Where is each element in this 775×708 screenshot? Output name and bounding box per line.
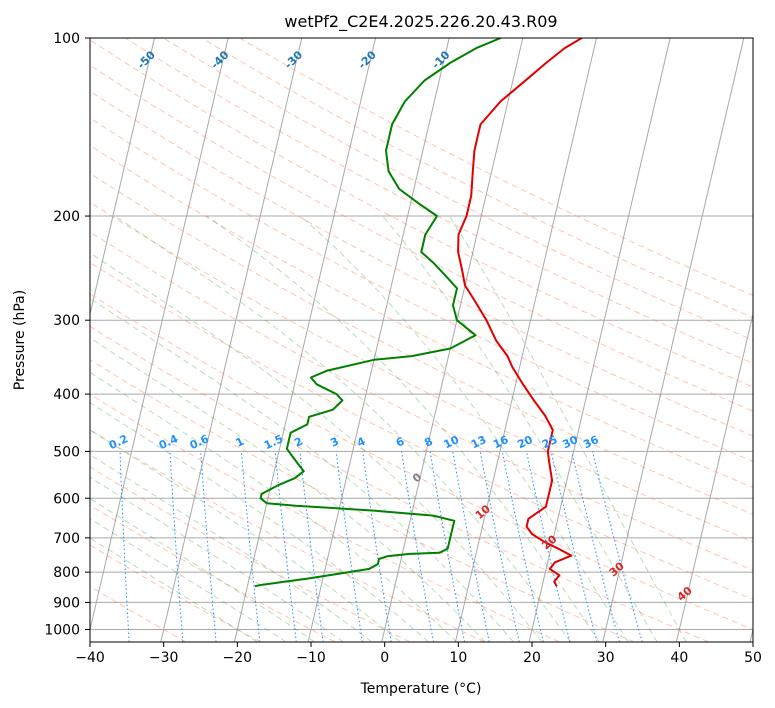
mixing-ratio-line: [501, 451, 544, 642]
y-tick-label: 500: [53, 444, 80, 460]
dry-adiabat-line: [90, 325, 709, 642]
x-tick-label: −20: [223, 650, 253, 666]
isotherm-line: [675, 311, 753, 642]
moist-adiabat-line: [90, 371, 458, 642]
mixing-ratio-label: 20: [515, 433, 535, 451]
x-tick-label: 50: [744, 650, 762, 666]
mixing-ratio-line: [240, 451, 261, 642]
isotherm-line: [381, 38, 524, 642]
isotherm-line: [90, 38, 229, 632]
dry-adiabat-line: [90, 201, 753, 543]
plot-frame: [89, 37, 754, 643]
y-tick-label: 300: [53, 313, 80, 329]
isotherm-line: [233, 38, 376, 642]
isotherm-line: [454, 38, 597, 642]
moist-adiabat-line: [90, 537, 258, 642]
x-tick-label: 20: [523, 650, 541, 666]
mixing-ratio-label: 10: [442, 433, 462, 451]
x-tick-label: 40: [670, 650, 688, 666]
y-tick-label: 200: [53, 209, 80, 225]
mixing-ratio-line: [479, 451, 520, 642]
mixing-ratio-line: [592, 451, 643, 642]
dry-adiabat-line: [90, 585, 187, 642]
y-tick-label: 900: [53, 595, 80, 611]
moist-adiabat-line: [448, 215, 687, 642]
moist-adiabat-line: [90, 429, 401, 642]
moist-adiabat-line: [90, 337, 486, 642]
x-tick-label: −10: [296, 650, 326, 666]
dewpoint-profile-line: [254, 38, 502, 588]
moist-adiabat-line: [382, 215, 658, 642]
x-tick-label: −40: [75, 650, 105, 666]
y-axis-label: Pressure (hPa): [12, 290, 28, 390]
mixing-ratio-label: 13: [469, 433, 488, 451]
dry-adiabat-line: [90, 231, 753, 571]
temperature-profile-line: [457, 38, 583, 587]
mixing-ratio-label: 36: [581, 433, 601, 451]
mixing-ratio-label: 30: [561, 433, 581, 451]
dry-adiabat-line: [90, 504, 336, 642]
dry-adiabat-line: [90, 466, 411, 642]
mixing-ratio-line: [571, 451, 620, 642]
moist-adiabat-line: [300, 215, 629, 642]
dry-adiabat-line: [90, 261, 753, 600]
moist-adiabat-line: [90, 454, 373, 642]
y-tick-label: 700: [53, 531, 80, 547]
x-tick-label: −30: [149, 650, 179, 666]
isotherm-line: [528, 38, 671, 642]
dry-adiabat-line: [201, 38, 753, 319]
y-tick-label: 800: [53, 565, 80, 581]
isotherm-line: [602, 38, 745, 642]
mixing-ratio-line: [362, 451, 392, 642]
x-tick-label: 30: [597, 650, 615, 666]
x-axis-label: Temperature (°C): [360, 681, 482, 697]
mixing-ratio-line: [335, 451, 363, 642]
isotherm-line: [307, 38, 450, 642]
dry-adiabat-line: [90, 359, 635, 642]
x-tick-label: 10: [449, 650, 467, 666]
y-tick-label: 400: [53, 387, 80, 403]
dry-adiabat-line: [239, 38, 753, 297]
moist-adiabat-line: [206, 215, 600, 642]
mixing-ratio-label: 25: [540, 433, 559, 451]
dry-adiabat-line: [90, 39, 753, 388]
y-tick-label: 100: [53, 31, 80, 47]
dry-adiabat-line: [90, 117, 753, 462]
y-tick-label: 1000: [44, 622, 80, 638]
x-tick-label: 0: [380, 650, 389, 666]
moist-adiabat-line: [90, 476, 344, 642]
mixing-ratio-line: [550, 451, 598, 642]
isotherm-line: [90, 38, 155, 317]
mixing-ratio-line: [299, 451, 324, 642]
isotherm-line: [160, 38, 303, 642]
chart-title: wetPf2_C2E4.2025.226.20.43.R09: [284, 12, 557, 32]
dry-adiabat-line: [90, 172, 753, 515]
dry-adiabat-line: [124, 38, 753, 364]
moist-adiabat-line: [114, 215, 572, 642]
y-tick-label: 600: [53, 491, 80, 507]
mixing-ratio-line: [274, 451, 297, 642]
mixing-ratio-line: [526, 451, 571, 642]
mixing-ratio-label: 16: [491, 433, 511, 451]
